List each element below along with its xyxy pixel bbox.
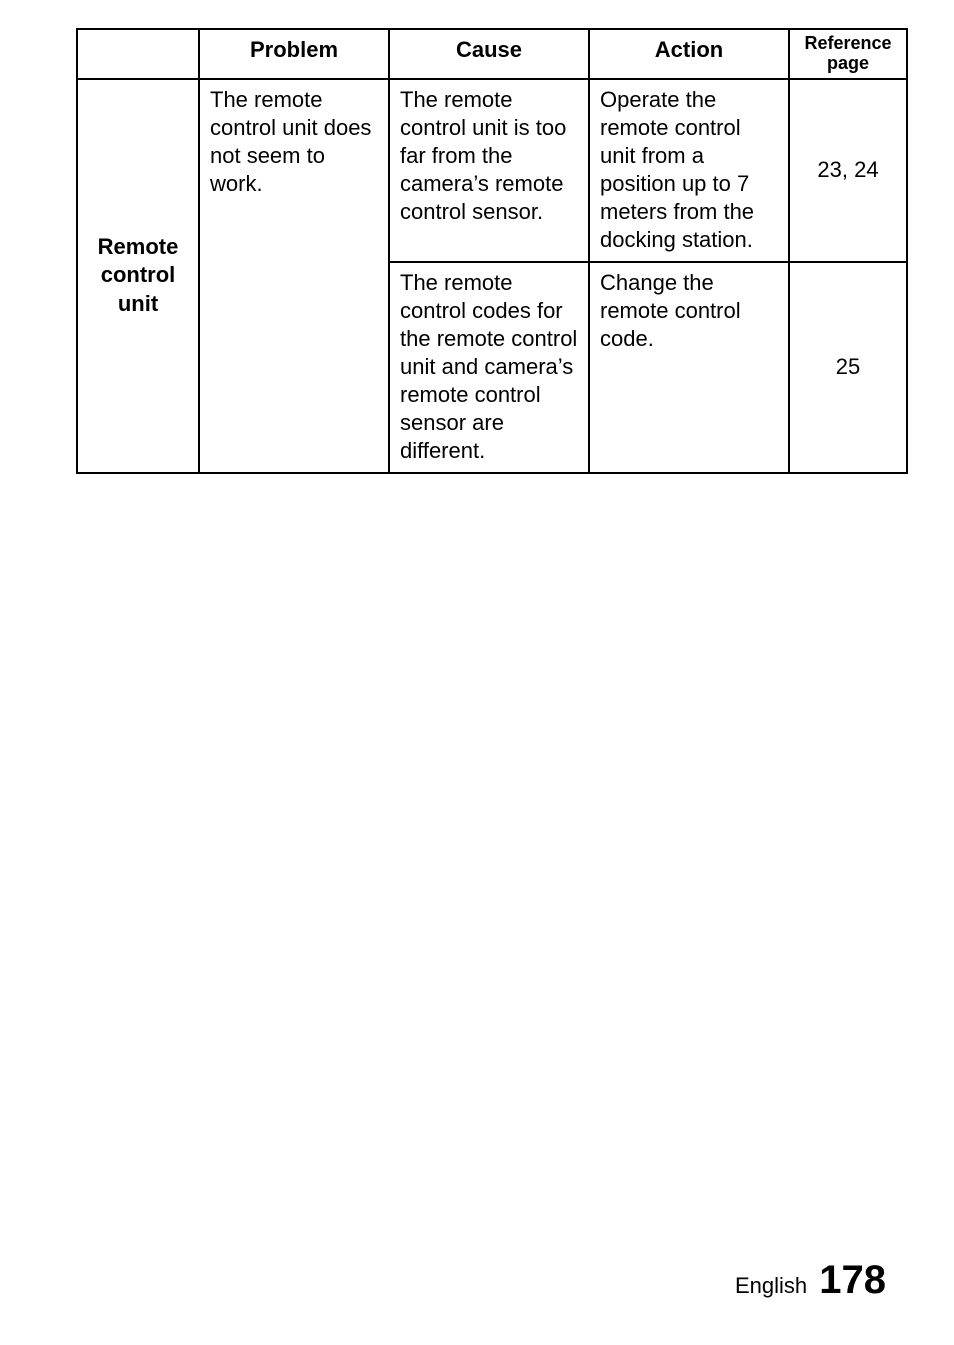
header-cause: Cause [389, 29, 589, 79]
header-action: Action [589, 29, 789, 79]
troubleshooting-table: Problem Cause Action Reference page Remo… [76, 28, 908, 474]
page-footer: English 178 [735, 1258, 886, 1303]
footer-language: English [735, 1273, 807, 1298]
footer-page-number: 178 [819, 1258, 886, 1302]
table-row: Remote control unit The remote control u… [77, 79, 907, 262]
page-content: Problem Cause Action Reference page Remo… [0, 0, 954, 474]
header-problem: Problem [199, 29, 389, 79]
cause-cell: The remote control codes for the remote … [389, 262, 589, 473]
table-header-row: Problem Cause Action Reference page [77, 29, 907, 79]
cause-cell: The remote control unit is too far from … [389, 79, 589, 262]
header-blank [77, 29, 199, 79]
action-cell: Change the remote control code. [589, 262, 789, 473]
action-cell: Operate the remote control unit from a p… [589, 79, 789, 262]
reference-cell: 23, 24 [789, 79, 907, 262]
reference-cell: 25 [789, 262, 907, 473]
problem-cell: The remote control unit does not seem to… [199, 79, 389, 473]
header-reference-page: Reference page [789, 29, 907, 79]
category-cell: Remote control unit [77, 79, 199, 473]
